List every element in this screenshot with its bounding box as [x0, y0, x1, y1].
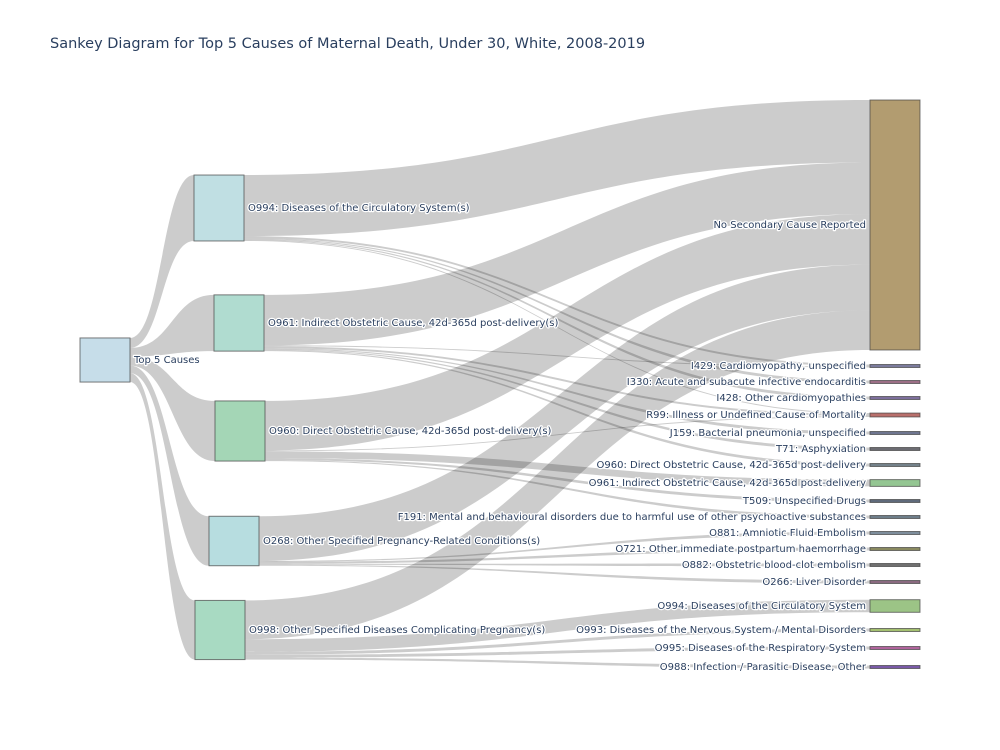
link-o960p-f191[interactable] — [265, 460, 870, 519]
node-label-o994s: O994: Diseases of the Circulatory System — [657, 601, 866, 612]
link-o998p-none[interactable] — [245, 310, 870, 640]
link-o960p-none[interactable] — [265, 214, 870, 451]
node-label-o881: O881: Amniotic Fluid Embolism — [709, 528, 866, 539]
node-o998p[interactable] — [194, 599, 246, 661]
link-o960p-t509[interactable] — [265, 458, 870, 503]
node-r99[interactable] — [869, 412, 921, 418]
link-o961p-t71[interactable] — [264, 349, 870, 451]
node-label-root: Top 5 Causes — [133, 355, 200, 366]
node-label-o998p: O998: Other Specified Diseases Complicat… — [249, 625, 545, 636]
link-o994p-i429[interactable] — [244, 236, 870, 367]
node-o995s[interactable] — [869, 646, 921, 650]
node-o721[interactable] — [869, 547, 921, 551]
node-none[interactable] — [869, 99, 921, 351]
node-label-t71: T71: Asphyxiation — [775, 444, 866, 455]
node-i330[interactable] — [869, 380, 921, 384]
node-t71[interactable] — [869, 447, 921, 451]
link-root-o268p[interactable] — [130, 365, 209, 566]
link-root-o994p[interactable] — [130, 175, 194, 348]
node-o961s[interactable] — [869, 479, 921, 487]
node-o993s[interactable] — [869, 628, 921, 632]
link-o961p-i429[interactable] — [264, 345, 870, 368]
link-o961p-o960s[interactable] — [264, 350, 870, 467]
node-label-t509: T509: Unspecified Drugs — [742, 496, 866, 507]
node-o994s[interactable] — [869, 599, 921, 613]
link-o998p-o988s[interactable] — [245, 657, 870, 669]
link-o994p-none[interactable] — [244, 100, 870, 237]
node-o994p[interactable] — [193, 174, 245, 242]
node-o881[interactable] — [869, 531, 921, 535]
node-label-i428: I428: Other cardiomyopathies — [716, 393, 866, 404]
node-o882[interactable] — [869, 563, 921, 567]
node-label-o961p: O961: Indirect Obstetric Cause, 42d-365d… — [268, 318, 558, 329]
node-label-o960p: O960: Direct Obstetric Cause, 42d-365d p… — [269, 426, 552, 437]
link-o268p-none[interactable] — [259, 264, 870, 561]
node-label-f191: F191: Mental and behavioural disorders d… — [398, 512, 866, 523]
link-o994p-i428[interactable] — [244, 239, 870, 400]
node-f191[interactable] — [869, 515, 921, 519]
node-label-none: No Secondary Cause Reported — [713, 220, 866, 231]
link-o268p-o882[interactable] — [259, 563, 870, 567]
node-label-o988s: O988: Infection / Parasitic Disease, Oth… — [660, 662, 867, 673]
node-label-r99: R99: Illness or Undefined Cause of Morta… — [646, 410, 866, 421]
link-o960p-o961s[interactable] — [265, 451, 870, 487]
node-label-o994p: O994: Diseases of the Circulatory System… — [248, 203, 470, 214]
node-label-j159: J159: Bacterial pneumonia, unspecified — [669, 428, 866, 439]
node-o961p[interactable] — [213, 294, 265, 352]
node-o960s[interactable] — [869, 463, 921, 467]
node-i428[interactable] — [869, 396, 921, 400]
labels-layer: Top 5 Causes O994: Diseases of the Circul… — [132, 202, 868, 675]
link-o268p-o881[interactable] — [259, 531, 870, 562]
link-root-o961p[interactable] — [130, 294, 214, 357]
node-i429[interactable] — [869, 364, 921, 368]
links-layer — [130, 100, 870, 669]
node-label-i330: I330: Acute and subacute infective endoc… — [627, 377, 866, 388]
link-o268p-o266[interactable] — [259, 564, 870, 584]
link-o961p-j159[interactable] — [264, 348, 870, 435]
node-t509[interactable] — [869, 499, 921, 503]
node-label-o268p: O268: Other Specified Pregnancy-Related … — [263, 536, 540, 547]
link-root-o960p[interactable] — [130, 356, 215, 462]
node-label-o993s: O993: Diseases of the Nervous System / M… — [576, 625, 866, 636]
node-o268p[interactable] — [208, 515, 260, 567]
link-o961p-none[interactable] — [264, 162, 870, 346]
node-label-i429: I429: Cardiomyopathy, unspecified — [691, 361, 866, 372]
node-label-o995s: O995: Diseases of the Respiratory System — [655, 643, 866, 654]
link-root-o998p[interactable] — [130, 373, 195, 660]
node-o266[interactable] — [869, 580, 921, 584]
node-label-o961s: O961: Indirect Obstetric Cause, 42d-365d… — [589, 478, 866, 489]
link-o998p-o995s[interactable] — [245, 646, 870, 658]
node-label-o960s: O960: Direct Obstetric Cause, 42d-365d p… — [597, 460, 867, 471]
link-o268p-o721[interactable] — [259, 547, 870, 564]
node-j159[interactable] — [869, 431, 921, 435]
node-o988s[interactable] — [869, 665, 921, 669]
node-root[interactable] — [79, 337, 131, 383]
chart-title: Sankey Diagram for Top 5 Causes of Mater… — [50, 36, 646, 52]
node-label-o721: O721: Other immediate postpartum haemorr… — [615, 544, 866, 555]
link-o960p-r99[interactable] — [265, 415, 870, 452]
link-o998p-o994s[interactable] — [245, 599, 870, 652]
node-label-o266: O266: Liver Disorder — [762, 577, 866, 588]
link-o994p-i330[interactable] — [244, 238, 870, 384]
link-o998p-o993s[interactable] — [245, 628, 870, 655]
link-o961p-r99[interactable] — [264, 346, 870, 416]
nodes-layer — [79, 99, 921, 669]
node-o960p[interactable] — [214, 400, 266, 462]
link-o994p-r99[interactable] — [244, 240, 870, 415]
node-label-o882: O882: Obstetric blood-clot embolism — [682, 560, 866, 571]
